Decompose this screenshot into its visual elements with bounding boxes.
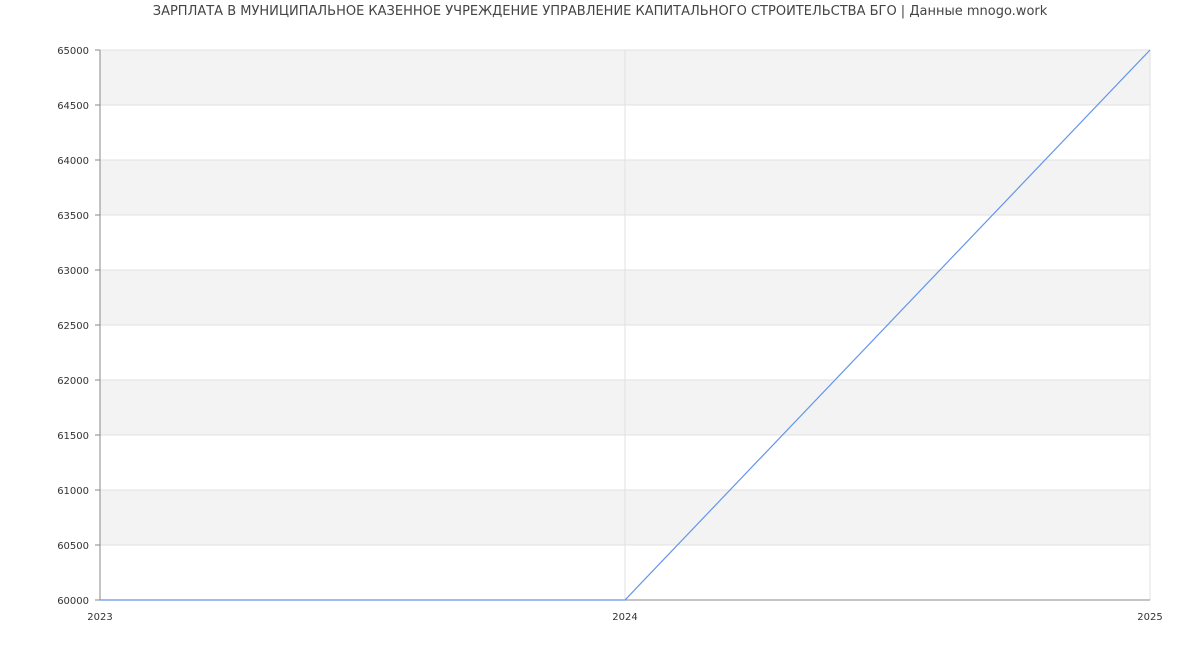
y-tick-label: 63500 — [57, 211, 89, 222]
y-tick-label: 61500 — [57, 431, 89, 442]
x-tick-label: 2024 — [612, 612, 637, 623]
y-tick-label: 63000 — [57, 266, 89, 277]
y-tick-label: 65000 — [57, 46, 89, 57]
y-tick-label: 64500 — [57, 101, 89, 112]
y-tick-label: 62000 — [57, 376, 89, 387]
y-tick-label: 64000 — [57, 156, 89, 167]
series-line — [100, 49, 1151, 601]
y-tick-label: 60500 — [57, 541, 89, 552]
x-tick-label: 2025 — [1137, 612, 1162, 623]
y-tick-label: 60000 — [57, 596, 89, 607]
x-tick-label: 2023 — [87, 612, 112, 623]
y-tick-label: 61000 — [57, 486, 89, 497]
chart-title: ЗАРПЛАТА В МУНИЦИПАЛЬНОЕ КАЗЕННОЕ УЧРЕЖД… — [152, 4, 1048, 19]
y-tick-label: 62500 — [57, 321, 89, 332]
